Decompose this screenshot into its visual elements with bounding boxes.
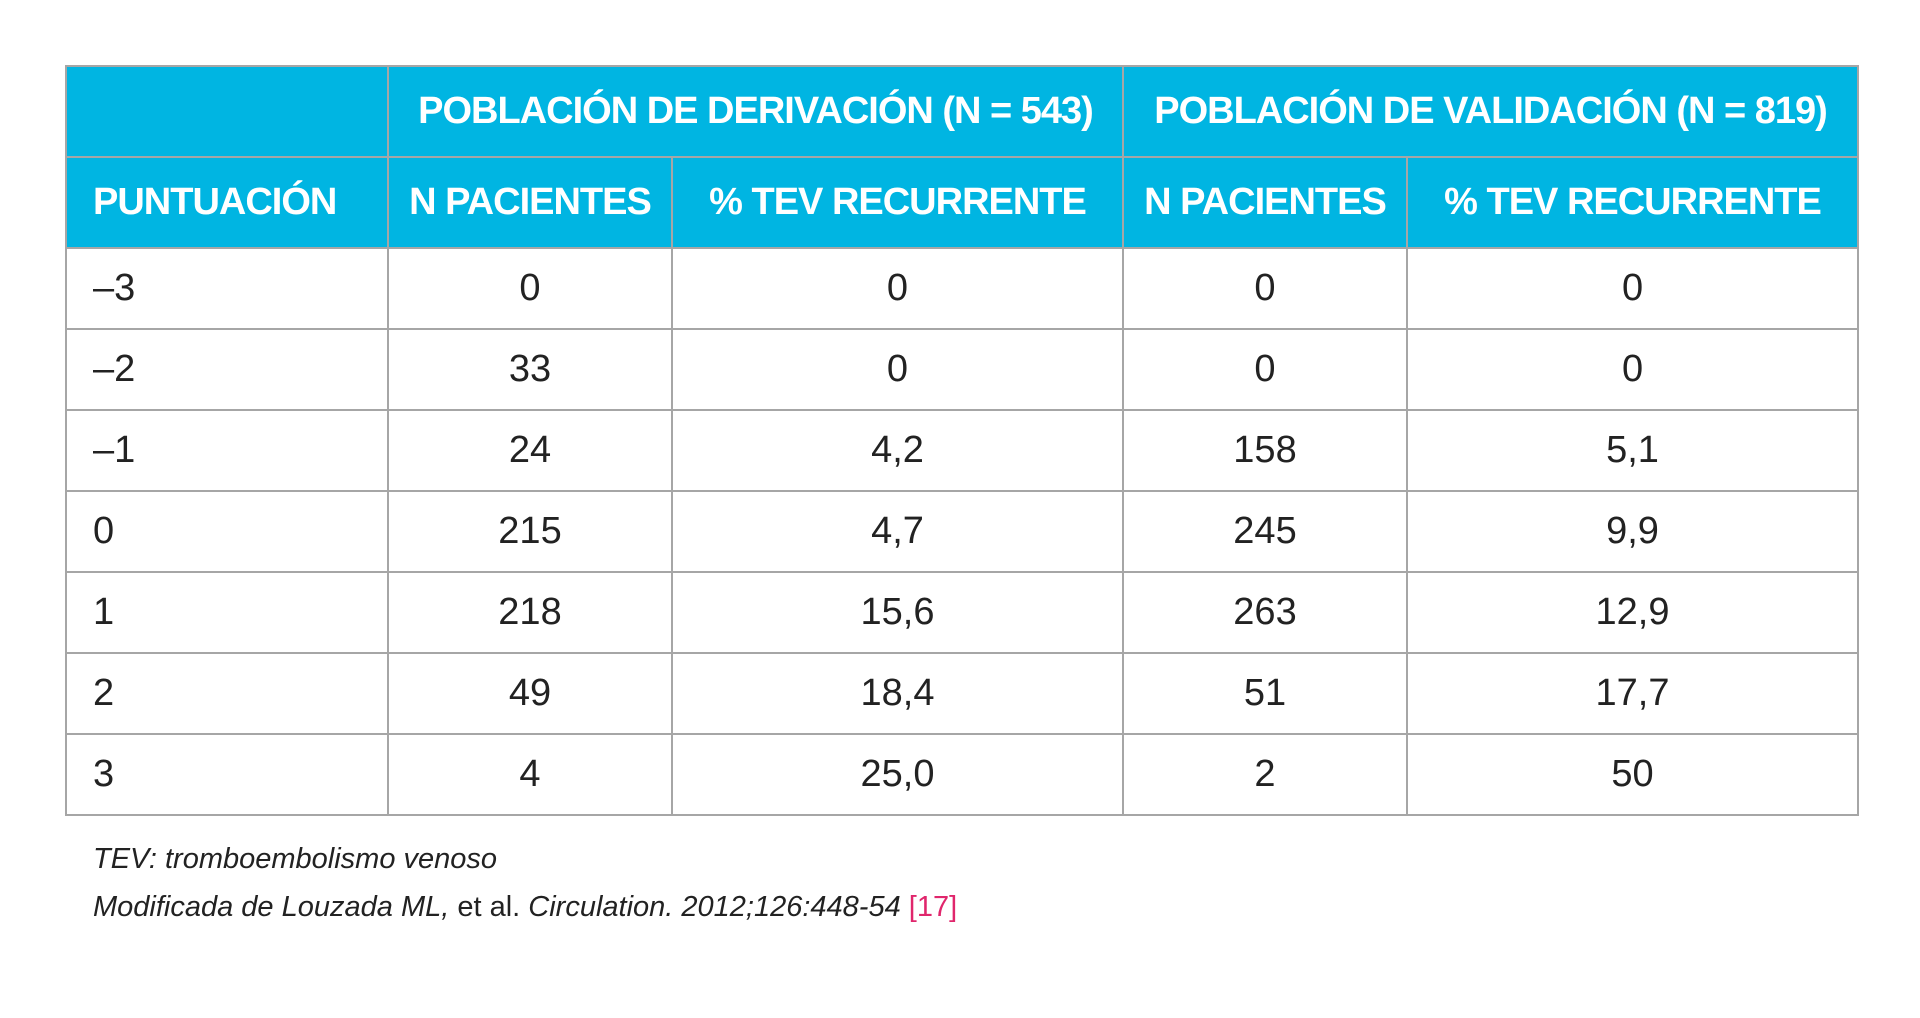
value-cell: 17,7 <box>1405 652 1860 735</box>
value-cell: 0 <box>1122 328 1408 411</box>
value-cell: 245 <box>1122 490 1408 573</box>
value-cell: 33 <box>387 328 673 411</box>
value-cell: 4,7 <box>671 490 1124 573</box>
group-header: POBLACIÓN DE DERIVACIÓN (N = 543) <box>387 65 1124 158</box>
abbreviation-note: TEV: tromboembolismo venoso <box>93 835 957 883</box>
reference: [17] <box>908 891 958 923</box>
score-cell: –2 <box>65 328 389 411</box>
value-cell: 25,0 <box>671 733 1124 816</box>
value-cell: 215 <box>387 490 673 573</box>
value-cell: 24 <box>387 409 673 492</box>
value-cell: 0 <box>1405 328 1860 411</box>
value-cell: 12,9 <box>1405 571 1860 654</box>
score-cell: 0 <box>65 490 389 573</box>
empty-header <box>65 65 389 158</box>
value-cell: 18,4 <box>671 652 1124 735</box>
column-header: % TEV RECURRENTE <box>671 156 1124 249</box>
table-row: –1 24 4,2 158 5,1 <box>65 409 1860 492</box>
table-row: 2 49 18,4 51 17,7 <box>65 652 1860 735</box>
score-cell: –1 <box>65 409 389 492</box>
column-header: N PACIENTES <box>387 156 673 249</box>
score-cell: 3 <box>65 733 389 816</box>
value-cell: 15,6 <box>671 571 1124 654</box>
table-row: –3 0 0 0 0 <box>65 247 1860 330</box>
score-cell: 1 <box>65 571 389 654</box>
value-cell: 9,9 <box>1405 490 1860 573</box>
value-cell: 4,2 <box>671 409 1124 492</box>
note-text: Circulation. 2012;126:448-54 <box>528 891 901 923</box>
value-cell: 2 <box>1122 733 1408 816</box>
value-cell: 0 <box>671 247 1124 330</box>
note-text: Modificada de Louzada ML, <box>93 891 450 923</box>
table-row: 0 215 4,7 245 9,9 <box>65 490 1860 573</box>
value-cell: 0 <box>387 247 673 330</box>
value-cell: 0 <box>1122 247 1408 330</box>
table-body: –3 0 0 0 0 –2 33 0 0 0 –1 24 4,2 158 5,1 0 215 4,7 245 9,9 1… <box>65 247 1860 816</box>
group-header-row: POBLACIÓN DE DERIVACIÓN (N = 543) POBLAC… <box>65 65 1860 158</box>
column-header: PUNTUACIÓN <box>65 156 389 249</box>
column-header: N PACIENTES <box>1122 156 1408 249</box>
note-text: TEV: tromboembolismo venoso <box>93 843 498 875</box>
value-cell: 50 <box>1405 733 1860 816</box>
column-header-row: PUNTUACIÓN N PACIENTES% TEV RECURRENTE N P… <box>65 156 1860 249</box>
value-cell: 263 <box>1122 571 1408 654</box>
score-cell: –3 <box>65 247 389 330</box>
value-cell: 218 <box>387 571 673 654</box>
value-cell: 51 <box>1122 652 1408 735</box>
value-cell: 0 <box>1405 247 1860 330</box>
note-text: et al. <box>457 891 521 923</box>
score-cell: 2 <box>65 652 389 735</box>
footnotes: TEV: tromboembolismo venoso Modificada d… <box>93 835 957 931</box>
value-cell: 4 <box>387 733 673 816</box>
value-cell: 158 <box>1122 409 1408 492</box>
value-cell: 49 <box>387 652 673 735</box>
table-row: 1 218 15,6 263 12,9 <box>65 571 1860 654</box>
data-table: POBLACIÓN DE DERIVACIÓN (N = 543) POBLAC… <box>65 65 1860 816</box>
column-header: % TEV RECURRENTE <box>1405 156 1860 249</box>
value-cell: 0 <box>671 328 1124 411</box>
value-cell: 5,1 <box>1405 409 1860 492</box>
table-row: 3 4 25,0 2 50 <box>65 733 1860 816</box>
group-header: POBLACIÓN DE VALIDACIÓN (N = 819) <box>1121 65 1860 158</box>
source-note: Modificada de Louzada ML, et al. Circula… <box>93 883 957 931</box>
table-row: –2 33 0 0 0 <box>65 328 1860 411</box>
